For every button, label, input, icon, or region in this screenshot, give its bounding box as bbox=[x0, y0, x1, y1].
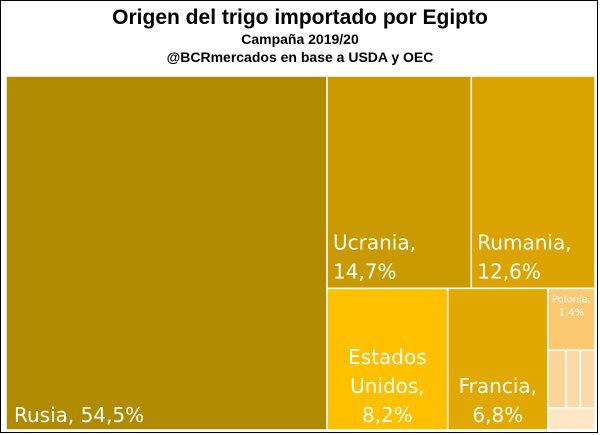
treemap-cell-other-9 bbox=[547, 407, 596, 431]
treemap-cell-francia bbox=[447, 287, 549, 431]
treemap-label-polonia-1: Polonia, bbox=[552, 294, 591, 305]
treemap-label-estados-unidos-2: Unidos, bbox=[350, 374, 425, 398]
treemap-label-francia-1: Francia, bbox=[459, 374, 537, 398]
treemap-label-estados-unidos-1: Estados bbox=[348, 345, 427, 369]
treemap-label-ucrania-1: Ucrania, bbox=[333, 230, 416, 254]
treemap-label-estados-unidos-3: 8,2% bbox=[362, 403, 413, 427]
treemap-cell-ucrania bbox=[326, 75, 473, 290]
treemap-cell-other-7 bbox=[565, 349, 582, 409]
treemap-cell-polonia bbox=[547, 287, 596, 352]
chart-title: Origen del trigo importado por Egipto bbox=[112, 6, 488, 29]
treemap-label-ucrania-2: 14,7% bbox=[333, 259, 397, 283]
treemap-cell-other-8 bbox=[579, 349, 596, 409]
treemap-label-rusia-1: Rusia, 54,5% bbox=[14, 403, 144, 427]
chart-header: Origen del trigo importado por Egipto Ca… bbox=[0, 6, 600, 66]
treemap-cell-estados-unidos bbox=[326, 287, 449, 431]
treemap-label-polonia-2: 1,4% bbox=[559, 307, 584, 318]
chart-source: @BCRmercados en base a USDA y OEC bbox=[166, 49, 434, 65]
treemap-label-francia-2: 6,8% bbox=[472, 403, 523, 427]
treemap-cell-rusia bbox=[5, 75, 328, 431]
treemap-cell-other-6 bbox=[547, 349, 567, 409]
treemap-label-rumania-2: 12,6% bbox=[477, 259, 541, 283]
treemap-label-rumania-1: Rumania, bbox=[477, 230, 571, 254]
chart-subtitle: Campaña 2019/20 bbox=[241, 31, 359, 47]
treemap-cell-rumania bbox=[470, 75, 596, 290]
